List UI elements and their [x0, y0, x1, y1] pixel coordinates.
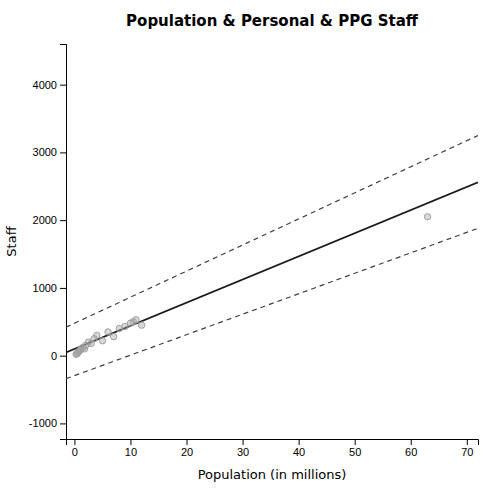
point — [99, 338, 105, 344]
tick-label: 3000 — [33, 146, 57, 158]
tick: 3000 — [33, 146, 66, 158]
point — [110, 333, 116, 339]
axis-line — [67, 440, 479, 446]
tick-mark — [60, 356, 66, 357]
tick-mark — [299, 439, 300, 445]
point — [133, 317, 139, 323]
tick-label: 0 — [51, 350, 57, 362]
tick-label: 0 — [72, 446, 78, 458]
tick: -1000 — [29, 417, 66, 429]
tick: 60 — [405, 439, 417, 458]
y-axis: -1000 0 1000 2000 3000 4000 — [29, 45, 67, 440]
tick-mark — [130, 439, 131, 445]
dashed-line — [66, 228, 478, 378]
point — [138, 322, 144, 328]
tick: 10 — [125, 439, 137, 458]
axis-line — [60, 45, 67, 440]
tick-mark — [355, 439, 356, 445]
tick-label: 10 — [125, 446, 137, 458]
tick-mark — [187, 439, 188, 445]
tick: 30 — [237, 439, 249, 458]
chart: 0 10 20 30 40 50 60 70 -1000 0 1000 2000 3000 4000 Pop… — [0, 0, 500, 493]
tick-label: 30 — [237, 446, 249, 458]
tick-mark — [74, 439, 75, 445]
tick: 0 — [51, 350, 66, 362]
tick-label: 50 — [349, 446, 361, 458]
marks — [66, 135, 478, 378]
tick-label: 60 — [405, 446, 417, 458]
tick-mark — [467, 439, 468, 445]
tick-label: 70 — [461, 446, 473, 458]
x-axis-title: Population (in millions) — [198, 467, 347, 482]
tick-mark — [60, 423, 66, 424]
x-axis: 0 10 20 30 40 50 60 70 — [67, 439, 479, 458]
point — [105, 329, 111, 335]
tick-mark — [243, 439, 244, 445]
plot: 0 10 20 30 40 50 60 70 -1000 0 1000 2000 3000 4000 — [29, 45, 479, 458]
tick: 50 — [349, 439, 361, 458]
title: Population & Personal & PPG Staff — [126, 12, 419, 30]
tick: 70 — [461, 439, 473, 458]
tick-label: 20 — [181, 446, 193, 458]
tick-mark — [411, 439, 412, 445]
tick: 1000 — [33, 282, 66, 294]
point — [94, 332, 100, 338]
tick: 20 — [181, 439, 193, 458]
tick-label: 1000 — [33, 282, 57, 294]
tick-mark — [60, 152, 66, 153]
tick: 40 — [293, 439, 305, 458]
tick: 0 — [72, 439, 78, 458]
line — [66, 182, 478, 352]
tick-label: 4000 — [33, 79, 57, 91]
tick-mark — [60, 220, 66, 221]
tick-label: 2000 — [33, 214, 57, 226]
tick-mark — [60, 85, 66, 86]
y-axis-title: Staff — [4, 225, 19, 256]
tick: 2000 — [33, 214, 66, 226]
tick: 4000 — [33, 79, 66, 91]
dashed-line — [66, 135, 478, 327]
tick-mark — [60, 288, 66, 289]
tick-label: -1000 — [29, 417, 57, 429]
point — [424, 214, 430, 220]
tick-label: 40 — [293, 446, 305, 458]
